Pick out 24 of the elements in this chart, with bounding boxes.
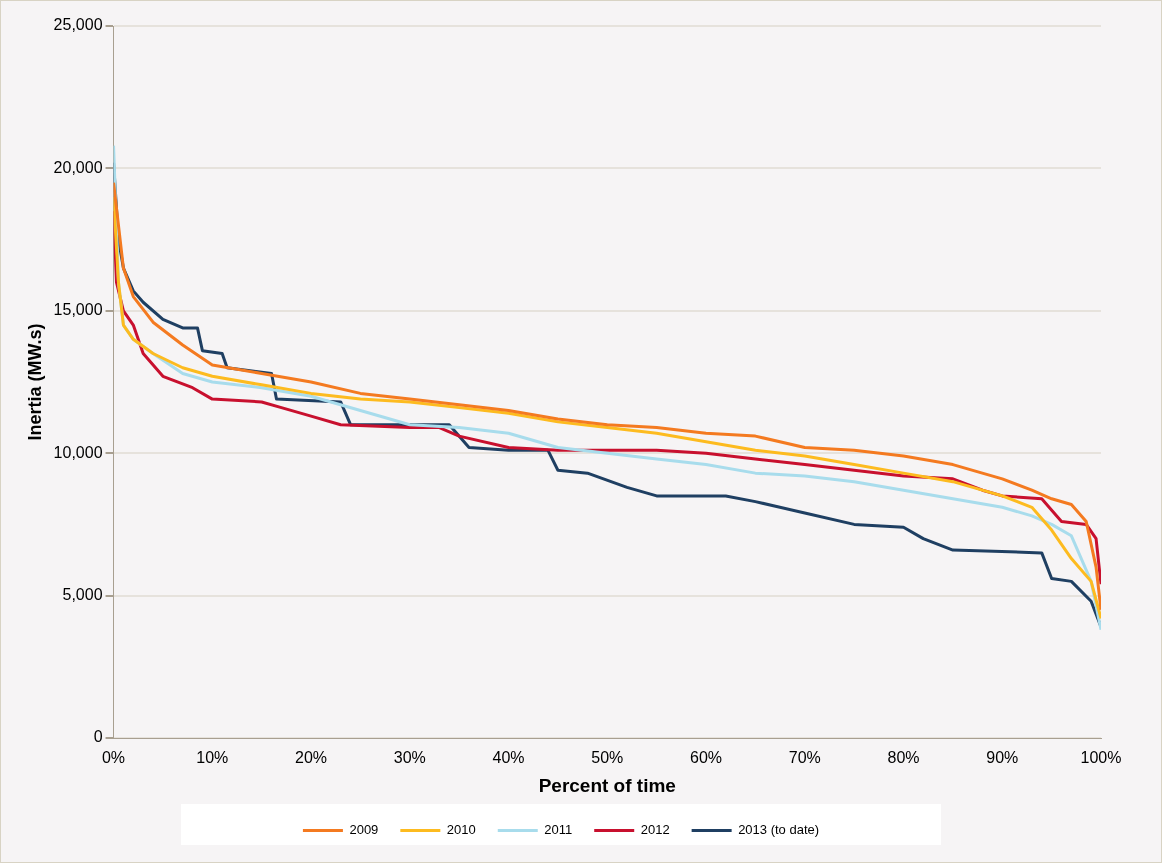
x-tick-label: 10% (196, 749, 229, 767)
y-tick-label: 15,000 (53, 301, 103, 319)
x-tick-label: 90% (986, 749, 1019, 767)
y-tick-label: 0 (93, 728, 103, 746)
x-tick-label: 50% (591, 749, 624, 767)
x-tick-label: 60% (690, 749, 723, 767)
x-tick-label: 20% (295, 749, 328, 767)
y-tick-label: 5,000 (62, 586, 103, 604)
legend-label: 2009 (349, 822, 379, 838)
x-tick-label: 30% (393, 749, 426, 767)
y-axis-title: Inertia (MW.s) (24, 323, 45, 441)
y-tick-label: 25,000 (53, 16, 103, 34)
y-tick-label: 10,000 (53, 443, 103, 461)
x-tick-label: 0% (101, 749, 126, 767)
x-tick-label: 40% (492, 749, 525, 767)
x-tick-label: 80% (887, 749, 920, 767)
legend-label: 2010 (446, 822, 476, 838)
legend-label: 2012 (640, 822, 670, 838)
x-tick-label: 70% (788, 749, 821, 767)
x-tick-label: 100% (1080, 749, 1122, 767)
y-tick-label: 20,000 (53, 158, 103, 176)
x-axis-title: Percent of time (538, 774, 676, 796)
legend-label: 2011 (544, 822, 573, 838)
legend-label: 2013 (to date) (738, 822, 820, 838)
